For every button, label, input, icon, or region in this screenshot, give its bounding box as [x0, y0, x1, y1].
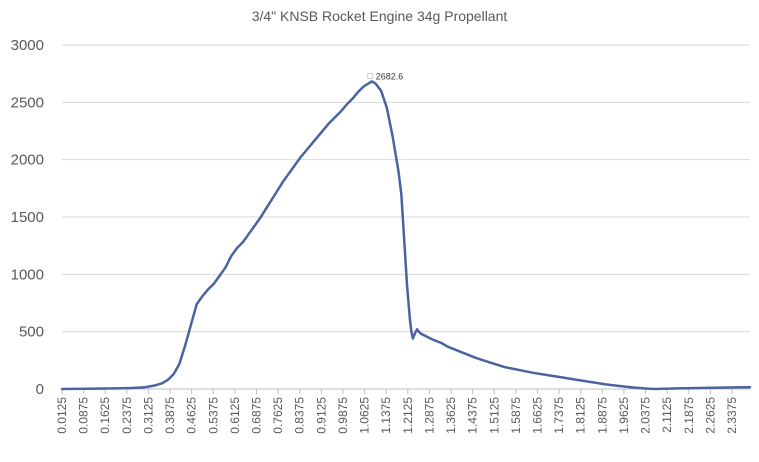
y-tick-label: 500: [19, 324, 44, 341]
y-tick-label: 3000: [11, 37, 44, 54]
x-tick-label: 0.3125: [141, 397, 155, 434]
x-tick-label: 1.1375: [379, 397, 393, 434]
x-tick-label: 2.2625: [703, 397, 717, 434]
x-tick-label: 1.6625: [530, 397, 544, 434]
x-tick-label: 0.0125: [55, 397, 69, 434]
x-tick-label: 0.9125: [314, 397, 328, 434]
x-tick-label: 0.8375: [293, 397, 307, 434]
chart-title: 3/4" KNSB Rocket Engine 34g Propellant: [251, 8, 508, 24]
x-tick-label: 1.7375: [552, 397, 566, 434]
x-tick-label: 0.5375: [206, 397, 220, 434]
series-line: [60, 80, 752, 391]
x-tick-label: 2.0375: [639, 397, 653, 434]
x-tick-label: 0.6875: [250, 397, 264, 434]
x-tick-label: 1.5125: [487, 397, 501, 434]
y-tick-label: 1500: [11, 209, 44, 226]
x-tick-label: 0.1625: [98, 397, 112, 434]
x-tick-label: 0.4625: [185, 397, 199, 434]
y-tick-label: 2500: [11, 94, 44, 111]
x-tick-label: 1.4375: [466, 397, 480, 434]
x-tick-label: 1.2125: [401, 397, 415, 434]
x-tick-label: 0.2375: [120, 397, 134, 434]
x-tick-label: 1.9625: [617, 397, 631, 434]
data-label: 2682.6: [376, 71, 404, 81]
data-label-marker: [367, 72, 374, 79]
x-tick-label: 0.0875: [77, 397, 91, 434]
y-tick-label: 0: [36, 381, 44, 398]
x-tick-label: 1.2875: [422, 397, 436, 434]
x-tick-label: 1.3625: [444, 397, 458, 434]
x-tick-label: 0.9875: [336, 397, 350, 434]
x-tick-label: 1.5875: [509, 397, 523, 434]
x-tick-label: 0.3875: [163, 397, 177, 434]
y-tick-label: 1000: [11, 266, 44, 283]
x-tick-label: 1.8125: [574, 397, 588, 434]
x-tick-label: 1.8875: [595, 397, 609, 434]
x-tick-label: 2.1125: [660, 397, 674, 433]
y-tick-label: 2000: [11, 152, 44, 169]
x-tick-label: 0.7625: [271, 397, 285, 434]
x-tick-label: 2.1875: [682, 397, 696, 434]
x-tick-label: 0.6125: [228, 397, 242, 434]
x-tick-label: 2.3375: [725, 397, 739, 434]
x-tick-label: 1.0625: [358, 397, 372, 434]
